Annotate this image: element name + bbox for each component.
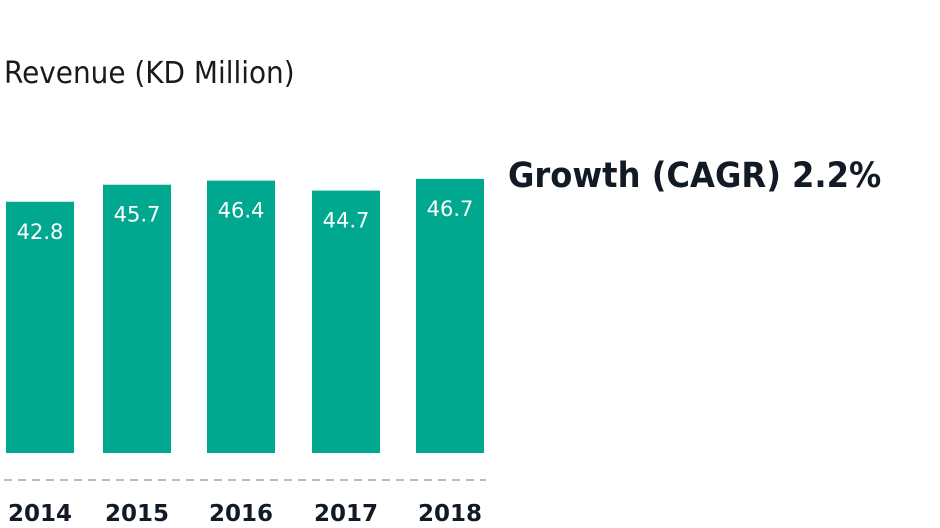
x-tick-labels: 2014 2015 2016 2017 2018 bbox=[8, 501, 482, 527]
x-tick-2016: 2016 bbox=[209, 501, 273, 527]
bar-2015 bbox=[103, 184, 171, 453]
x-tick-2015: 2015 bbox=[105, 501, 169, 527]
data-label-2014: 42.8 bbox=[17, 220, 64, 244]
x-tick-2018: 2018 bbox=[418, 501, 482, 527]
bar-2014 bbox=[6, 201, 74, 453]
growth-annotation: Growth (CAGR) 2.2% bbox=[508, 156, 881, 196]
growth-label: Growth (CAGR) bbox=[508, 156, 781, 196]
x-tick-2014: 2014 bbox=[8, 501, 72, 527]
data-label-2015: 45.7 bbox=[114, 203, 161, 227]
bar-2017 bbox=[312, 190, 380, 453]
data-label-2018: 46.7 bbox=[427, 197, 474, 221]
growth-value: 2.2% bbox=[791, 156, 882, 196]
bar-2016 bbox=[207, 180, 275, 453]
bar-2018 bbox=[416, 178, 484, 453]
chart-title: Revenue (KD Million) bbox=[4, 56, 295, 91]
data-label-2016: 46.4 bbox=[218, 199, 265, 223]
x-tick-2017: 2017 bbox=[314, 501, 378, 527]
data-label-2017: 44.7 bbox=[323, 209, 370, 233]
bars-group: 42.8 45.7 46.4 44.7 46.7 bbox=[6, 178, 484, 453]
